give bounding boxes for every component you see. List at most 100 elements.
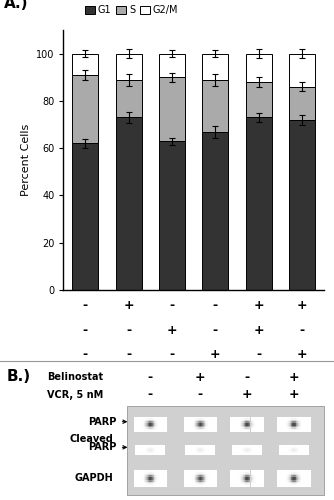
Bar [302,452,303,453]
Bar [160,474,161,475]
Bar [204,475,205,477]
Bar [204,472,205,474]
Bar [142,451,143,452]
Bar [216,424,217,426]
Bar [231,474,232,475]
Bar [205,417,206,418]
Bar [158,424,159,426]
Bar [244,448,245,449]
Bar [194,482,195,484]
Bar [243,417,244,418]
Bar [145,426,146,428]
Bar [134,426,135,428]
Bar [135,453,136,454]
Bar [140,482,141,484]
Bar [258,417,259,418]
Bar [164,449,165,450]
Bar [159,451,160,452]
Bar [305,429,306,430]
Bar [250,424,251,426]
Bar [194,429,195,430]
Bar [291,472,292,474]
Bar [291,429,292,430]
Bar [237,474,238,475]
Bar [300,449,301,450]
Bar [197,485,198,486]
Bar [253,423,254,424]
Bar [185,446,186,447]
Text: +: + [254,299,264,312]
Bar [260,426,261,428]
Bar [202,426,203,428]
Bar [200,474,201,475]
Bar [198,417,199,418]
Bar [198,484,199,485]
Bar [277,485,278,486]
Bar [304,426,305,428]
Bar [137,485,138,486]
Bar [256,450,257,451]
Bar [140,448,141,449]
Bar [205,475,206,477]
Bar [249,426,250,428]
Bar [138,470,139,472]
Bar [247,429,248,430]
Bar [134,470,167,486]
Bar [200,424,201,426]
Bar [140,429,141,430]
Bar [280,484,281,485]
Bar [289,428,290,429]
Bar [212,426,213,428]
Bar [260,430,261,432]
Bar [252,448,253,449]
Bar [189,450,190,451]
Bar [310,480,311,482]
Bar [244,447,245,448]
Bar [150,422,151,423]
Bar [298,428,299,429]
Bar [193,446,194,447]
Bar [250,485,251,486]
Bar [244,451,245,452]
Bar [200,480,201,482]
Bar [238,418,239,420]
Bar [240,485,241,486]
Bar [297,448,298,449]
Text: -: - [82,324,88,337]
Bar [209,420,210,422]
Bar [165,418,166,420]
Bar [157,477,158,478]
Bar [141,485,142,486]
Bar [162,426,163,428]
Bar [154,453,155,454]
Bar [244,430,245,432]
Bar [260,424,261,426]
Bar [231,422,232,423]
Bar [246,430,247,432]
Bar [164,475,165,477]
Bar [195,430,196,432]
Bar [303,428,304,429]
Bar [296,418,297,420]
Bar [309,475,310,477]
Bar [245,452,246,453]
Bar [290,423,291,424]
Bar [278,420,279,422]
Bar [292,450,293,451]
Bar [238,454,239,455]
Bar [281,453,282,454]
Bar [250,480,251,482]
Bar [202,474,203,475]
Bar [208,452,209,453]
Bar [249,447,250,448]
Bar [251,449,252,450]
Bar [159,453,160,454]
Bar [215,426,216,428]
Bar [187,475,188,477]
Bar [237,451,238,452]
Text: -: - [82,348,88,361]
Bar [195,418,196,420]
Bar [295,417,296,418]
Bar [248,480,249,482]
Bar [279,478,280,480]
